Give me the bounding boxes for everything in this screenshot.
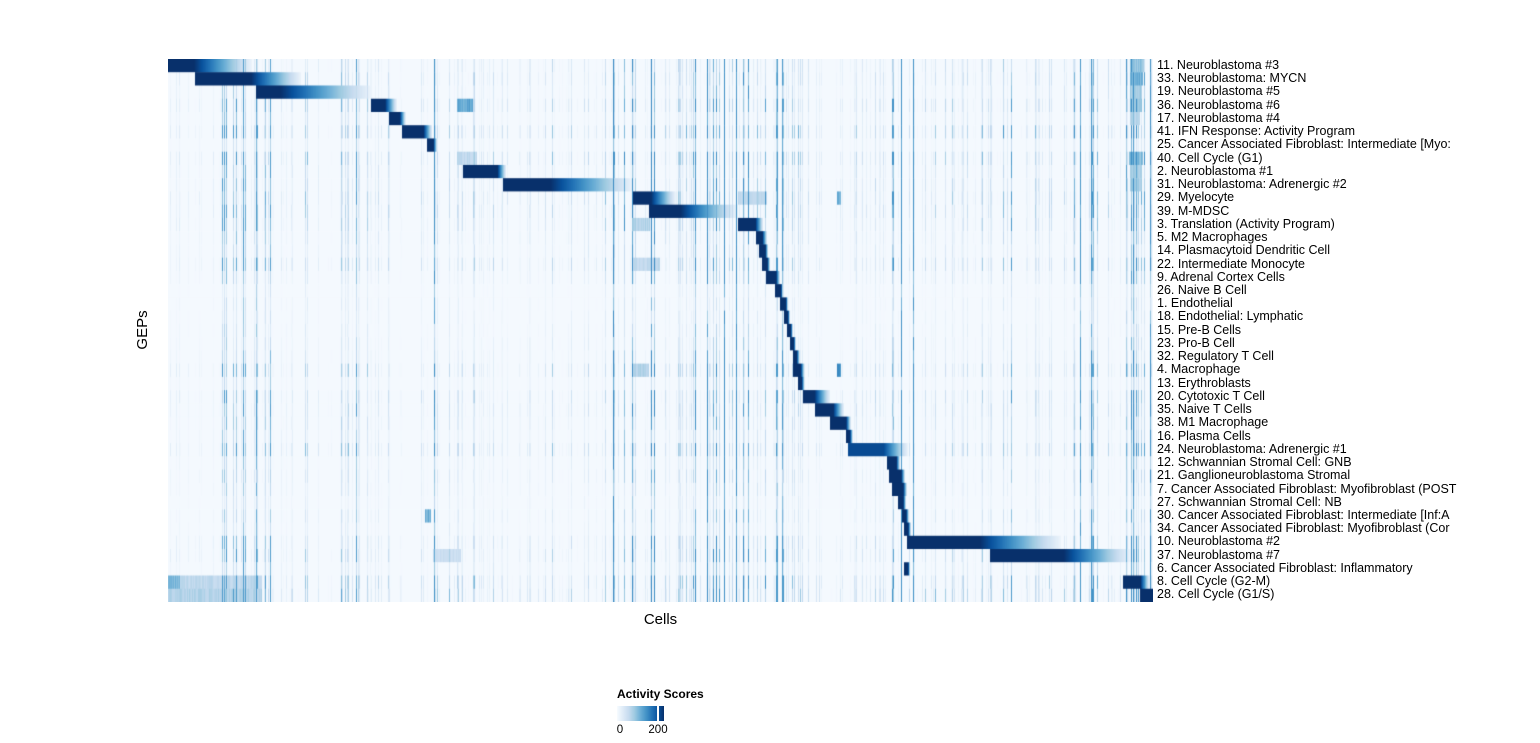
- gep-row-label: 40. Cell Cycle (G1): [1157, 150, 1263, 165]
- gep-row-label: 18. Endothelial: Lymphatic: [1157, 309, 1304, 324]
- legend-tick-200: [657, 706, 659, 721]
- gep-row-label: 34. Cancer Associated Fibroblast: Myofib…: [1157, 521, 1450, 536]
- gep-row-label: 12. Schwannian Stromal Cell: GNB: [1157, 455, 1352, 470]
- gep-row-label: 29. Myelocyte: [1157, 190, 1235, 205]
- gep-row-label: 25. Cancer Associated Fibroblast: Interm…: [1157, 137, 1451, 152]
- gep-row-label: 15. Pre-B Cells: [1157, 322, 1242, 337]
- gep-row-label: 8. Cell Cycle (G2-M): [1157, 574, 1271, 589]
- gep-row-label: 4. Macrophage: [1157, 362, 1241, 377]
- gep-row-label: 30. Cancer Associated Fibroblast: Interm…: [1157, 507, 1450, 522]
- gep-row-label: 36. Neuroblastoma #6: [1157, 97, 1280, 112]
- gep-row-label: 21. Ganglioneuroblastoma Stromal: [1157, 468, 1351, 483]
- gep-row-label: 32. Regulatory T Cell: [1157, 349, 1274, 364]
- gep-row-label: 33. Neuroblastoma: MYCN: [1157, 71, 1307, 86]
- gep-row-labels: 11. Neuroblastoma #3 33. Neuroblastoma: M…: [1157, 58, 1540, 602]
- gep-row-label: 39. M-MDSC: [1157, 203, 1230, 218]
- gep-row-label: 22. Intermediate Monocyte: [1157, 256, 1305, 271]
- gep-row-label: 5. M2 Macrophages: [1157, 230, 1268, 245]
- gep-row-label: 38. M1 Macrophage: [1157, 415, 1269, 430]
- gep-row-label: 2. Neuroblastoma #1: [1157, 163, 1274, 178]
- activity-scores-legend: Activity Scores 0 200: [617, 687, 704, 738]
- gep-row-label: 41. IFN Response: Activity Program: [1157, 124, 1355, 139]
- activity-heatmap-canvas: [168, 59, 1153, 602]
- legend-gradient-bar: [617, 706, 664, 721]
- gep-row-label: 16. Plasma Cells: [1157, 428, 1251, 443]
- legend-max-label: 200: [648, 724, 668, 736]
- legend-title: Activity Scores: [617, 687, 704, 701]
- gep-row-label: 7. Cancer Associated Fibroblast: Myofibr…: [1157, 481, 1457, 496]
- gep-row-label: 19. Neuroblastoma #5: [1157, 84, 1280, 99]
- gep-row-label: 11. Neuroblastoma #3: [1157, 58, 1280, 72]
- gep-row-label: 10. Neuroblastoma #2: [1157, 534, 1280, 549]
- gep-row-label: 26. Naive B Cell: [1157, 282, 1247, 297]
- gep-row-label: 24. Neuroblastoma: Adrenergic #1: [1157, 441, 1347, 456]
- gep-row-label: 14. Plasmacytoid Dendritic Cell: [1157, 243, 1330, 258]
- y-axis-label-geps: GEPs: [133, 310, 151, 350]
- gep-row-label: 1. Endothelial: [1157, 296, 1233, 311]
- gep-row-label: 28. Cell Cycle (G1/S): [1157, 587, 1275, 602]
- gep-row-label: 35. Naive T Cells: [1157, 402, 1252, 417]
- gep-row-label: 17. Neuroblastoma #4: [1157, 110, 1280, 125]
- x-axis-label-cells: Cells: [643, 611, 678, 628]
- gep-row-label: 9. Adrenal Cortex Cells: [1157, 269, 1285, 284]
- gep-row-label: 3. Translation (Activity Program): [1157, 216, 1335, 231]
- gep-row-label: 31. Neuroblastoma: Adrenergic #2: [1157, 177, 1347, 192]
- gep-row-label: 6. Cancer Associated Fibroblast: Inflamm…: [1157, 560, 1413, 575]
- gep-row-label: 27. Schwannian Stromal Cell: NB: [1157, 494, 1342, 509]
- gep-row-label: 23. Pro-B Cell: [1157, 335, 1235, 350]
- gep-row-label: 13. Erythroblasts: [1157, 375, 1251, 390]
- gep-row-label: 20. Cytotoxic T Cell: [1157, 388, 1265, 403]
- legend-tick-labels: 0 200: [617, 724, 704, 738]
- legend-min-label: 0: [616, 724, 624, 736]
- gep-row-label: 37. Neuroblastoma #7: [1157, 547, 1280, 562]
